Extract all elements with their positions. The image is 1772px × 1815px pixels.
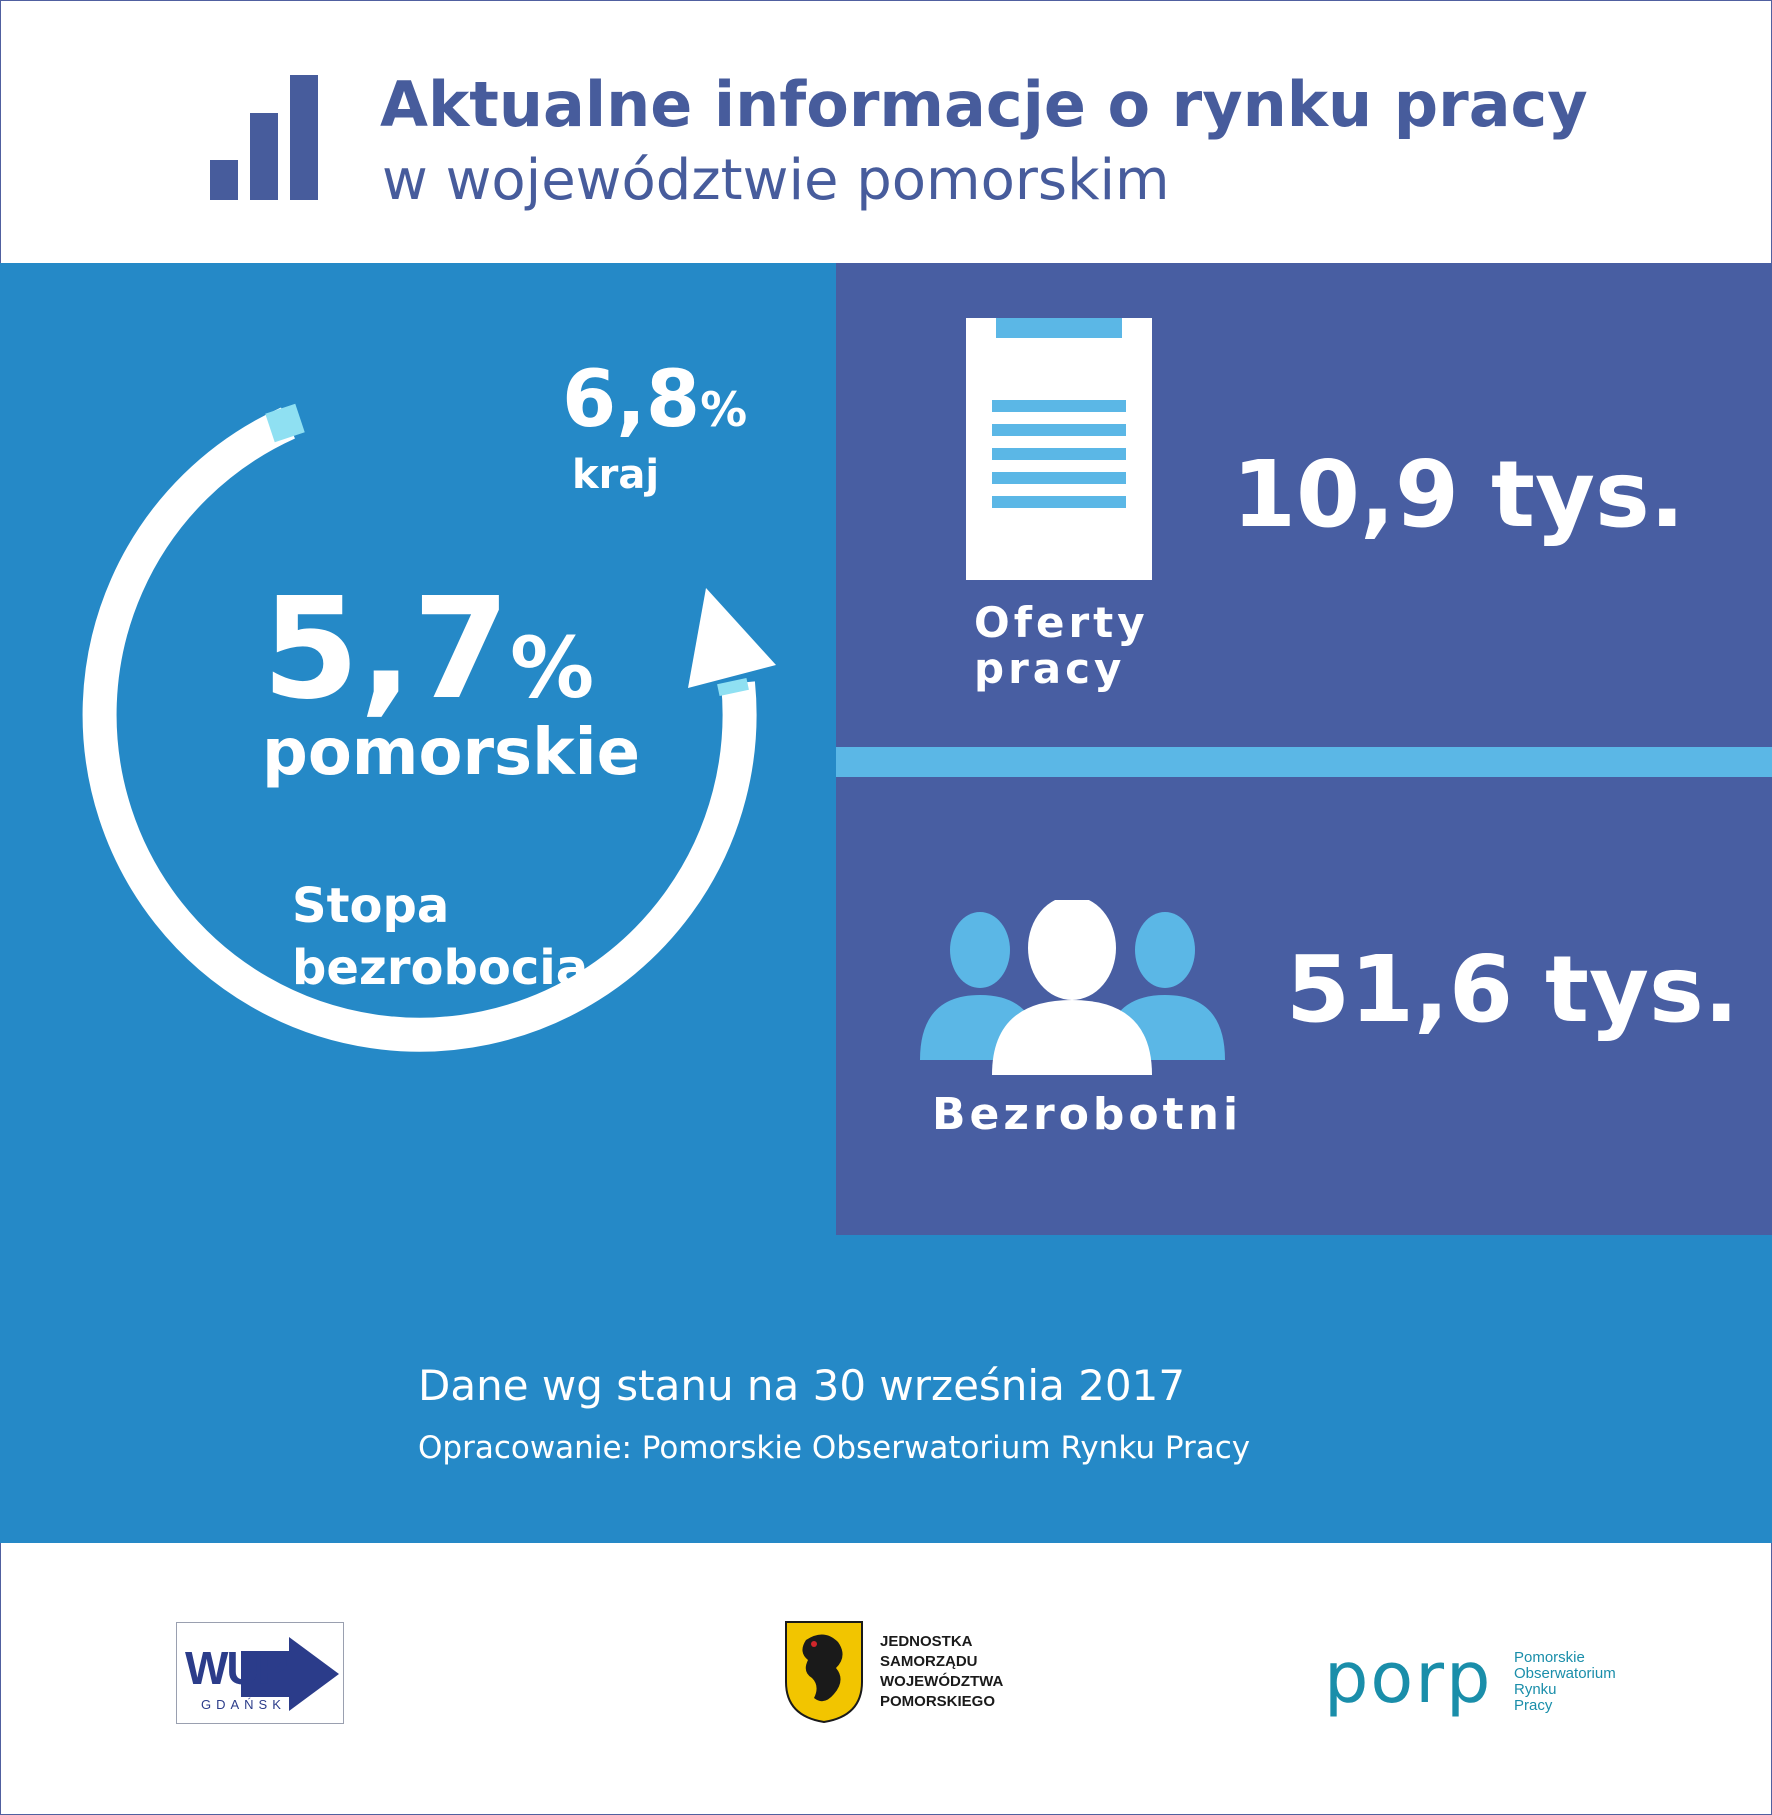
griffin-crest-icon (785, 1621, 863, 1724)
panel-divider (836, 747, 1772, 777)
porp-logo: porp Pomorskie Obserwatorium Rynku Pracy (1324, 1620, 1644, 1730)
regional-rate-unit: % (510, 619, 595, 717)
regional-rate: 5,7% (262, 570, 594, 748)
national-rate-unit: % (700, 384, 748, 438)
document-icon (966, 318, 1152, 580)
data-source: Opracowanie: Pomorskie Obserwatorium Ryn… (418, 1430, 1251, 1466)
jsw-logo: JEDNOSTKA SAMORZĄDU WOJEWÓDZTWA POMORSKI… (784, 1620, 1084, 1726)
bar-chart-icon (210, 75, 318, 200)
job-offers-value: 10,9 tys. (1232, 441, 1685, 548)
wup-logo-subtext: GDAŃSK (201, 1697, 286, 1712)
page-title: Aktualne informacje o rynku pracy (380, 68, 1588, 141)
job-offers-label: Oferty pracy (974, 598, 1149, 693)
national-rate-value: 6,8 (562, 355, 701, 445)
wup-logo: WUP GDAŃSK (176, 1622, 344, 1724)
porp-logo-subtext: Pomorskie Obserwatorium Rynku Pracy (1514, 1649, 1616, 1714)
wup-logo-text: WUP (185, 1642, 288, 1694)
porp-logo-text: porp (1324, 1637, 1493, 1719)
national-rate: 6,8% (562, 355, 747, 456)
page-subtitle: w województwie pomorskim (382, 148, 1170, 213)
national-rate-label: kraj (572, 452, 660, 498)
jsw-logo-text: JEDNOSTKA SAMORZĄDU WOJEWÓDZTWA POMORSKI… (880, 1633, 1004, 1710)
wup-arrow-icon (241, 1637, 339, 1711)
people-icon (920, 900, 1225, 1075)
circular-arrow-icon (82, 403, 776, 1052)
data-date: Dane wg stanu na 30 września 2017 (418, 1361, 1186, 1410)
unemployed-label: Bezrobotni (932, 1089, 1243, 1140)
regional-rate-value: 5,7 (262, 568, 511, 731)
unemployment-rate-caption: Stopa bezrobocia (292, 878, 589, 996)
unemployed-value: 51,6 tys. (1286, 936, 1739, 1043)
regional-rate-label: pomorskie (262, 716, 640, 790)
